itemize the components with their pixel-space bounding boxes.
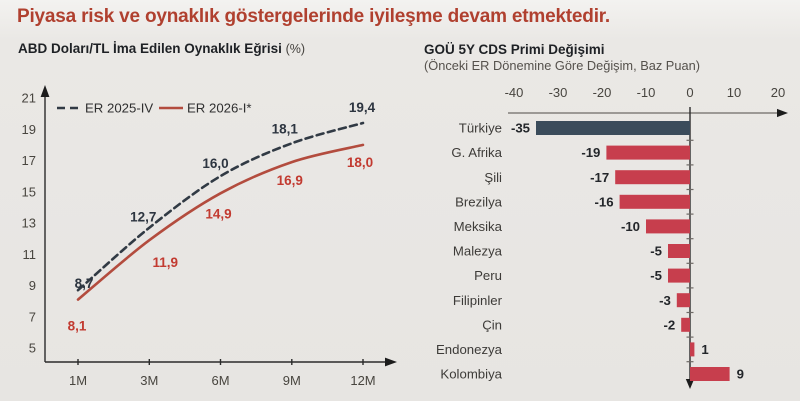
category-label: Türkiye	[459, 121, 502, 136]
value-label: 9	[737, 367, 744, 382]
category-label: Kolombiya	[440, 367, 502, 382]
value-label: -16	[595, 194, 614, 209]
series-line-0	[76, 121, 365, 292]
value-label: -5	[650, 268, 662, 283]
right-chart-title: GOÜ 5Y CDS Primi Değişimi	[424, 42, 605, 57]
y-axis-tick-label: 5	[29, 341, 36, 356]
data-label: 8,7	[75, 276, 94, 291]
bar	[619, 194, 690, 209]
y-axis-tick-label: 21	[22, 91, 36, 106]
bar	[690, 367, 730, 381]
cds-change-bar-chart: -40 -30 -20 -10 0 10 20 Türkiye -35 G. Afrika -19 Ş…	[436, 85, 788, 389]
category-label: Peru	[474, 268, 502, 283]
data-label: 18,1	[272, 121, 299, 136]
value-label: -17	[590, 170, 609, 185]
category-label: Şili	[484, 170, 502, 185]
value-label: -10	[621, 219, 640, 234]
x-axis-tick-label: -40	[505, 85, 524, 100]
x-axis-arrow-icon	[777, 108, 788, 118]
bar	[668, 244, 690, 258]
x-axis-tick-label: 9M	[283, 373, 301, 388]
left-chart-header: ABD Doları/TL İma Edilen Oynaklık Eğrisi…	[18, 41, 305, 56]
right-chart-subtitle: (Önceki ER Dönemine Göre Değişim, Baz Pu…	[424, 58, 700, 73]
x-axis-tick-label: -20	[593, 85, 612, 100]
data-label: 8,1	[68, 319, 87, 334]
x-axis-tick-label: 10	[727, 85, 741, 100]
x-axis-tick-label: 20	[771, 85, 785, 100]
x-axis-tick-label: 1M	[69, 373, 87, 388]
data-label: 19,4	[349, 100, 376, 115]
bar	[676, 293, 690, 308]
left-chart-title: ABD Doları/TL İma Edilen Oynaklık Eğrisi	[18, 41, 282, 56]
left-chart-title-unit: (%)	[285, 42, 306, 56]
y-axis-tick-label: 9	[29, 278, 36, 293]
y-axis-tick-label: 7	[29, 309, 36, 324]
x-axis-tick-label: 12M	[350, 373, 375, 388]
value-label: -3	[659, 293, 671, 308]
x-axis-tick-label: 6M	[211, 373, 229, 388]
bar	[606, 145, 690, 160]
implied-volatility-line-chart: 21 19 17 15 13 11 9 7 5 1M 3M 6M 9M 12M ER 2025-IV 8,7 1…	[22, 85, 397, 388]
x-axis-arrow-icon	[385, 357, 397, 367]
x-axis-tick-label: -30	[549, 85, 568, 100]
legend-label: ER 2025-IV	[85, 101, 153, 116]
bar	[668, 268, 690, 283]
zero-baseline-arrow-icon	[685, 379, 695, 389]
y-axis-tick-label: 15	[22, 184, 36, 199]
data-label: 16,9	[277, 173, 303, 188]
slide-title: Piyasa risk ve oynaklık göstergelerinde …	[17, 6, 611, 27]
category-label: Çin	[482, 317, 502, 332]
x-axis-tick-label: 3M	[140, 373, 158, 388]
value-label: 1	[701, 342, 708, 357]
series-line-1	[76, 143, 365, 301]
bar	[681, 317, 690, 332]
legend-label: ER 2026-I*	[187, 101, 252, 116]
bar	[690, 342, 695, 357]
category-label: Malezya	[453, 244, 503, 259]
value-label: -19	[581, 145, 600, 160]
value-label: -5	[650, 244, 662, 259]
x-axis-tick-label: 0	[686, 85, 693, 100]
bar	[536, 121, 690, 135]
data-label: 12,7	[130, 210, 156, 225]
data-label: 18,0	[347, 155, 373, 170]
y-axis-tick-label: 17	[22, 153, 36, 168]
bar	[615, 170, 690, 185]
value-label: -2	[663, 317, 675, 332]
value-label: -35	[511, 121, 530, 136]
data-label: 16,0	[202, 156, 228, 171]
category-label: Endonezya	[436, 342, 503, 357]
category-label: G. Afrika	[451, 145, 502, 160]
y-axis-tick-label: 11	[23, 247, 37, 262]
bar	[646, 219, 690, 234]
category-label: Meksika	[454, 219, 503, 234]
y-axis-tick-label: 13	[22, 216, 36, 231]
category-label: Filipinler	[453, 293, 503, 308]
y-axis-arrow-icon	[40, 85, 50, 97]
data-label: 14,9	[205, 206, 231, 221]
x-axis-tick-label: -10	[637, 85, 656, 100]
data-label: 11,9	[153, 255, 179, 270]
right-chart-header: GOÜ 5Y CDS Primi Değişimi (Önceki ER Dön…	[424, 42, 700, 74]
category-label: Brezilya	[455, 194, 503, 209]
y-axis-tick-label: 19	[22, 122, 36, 137]
